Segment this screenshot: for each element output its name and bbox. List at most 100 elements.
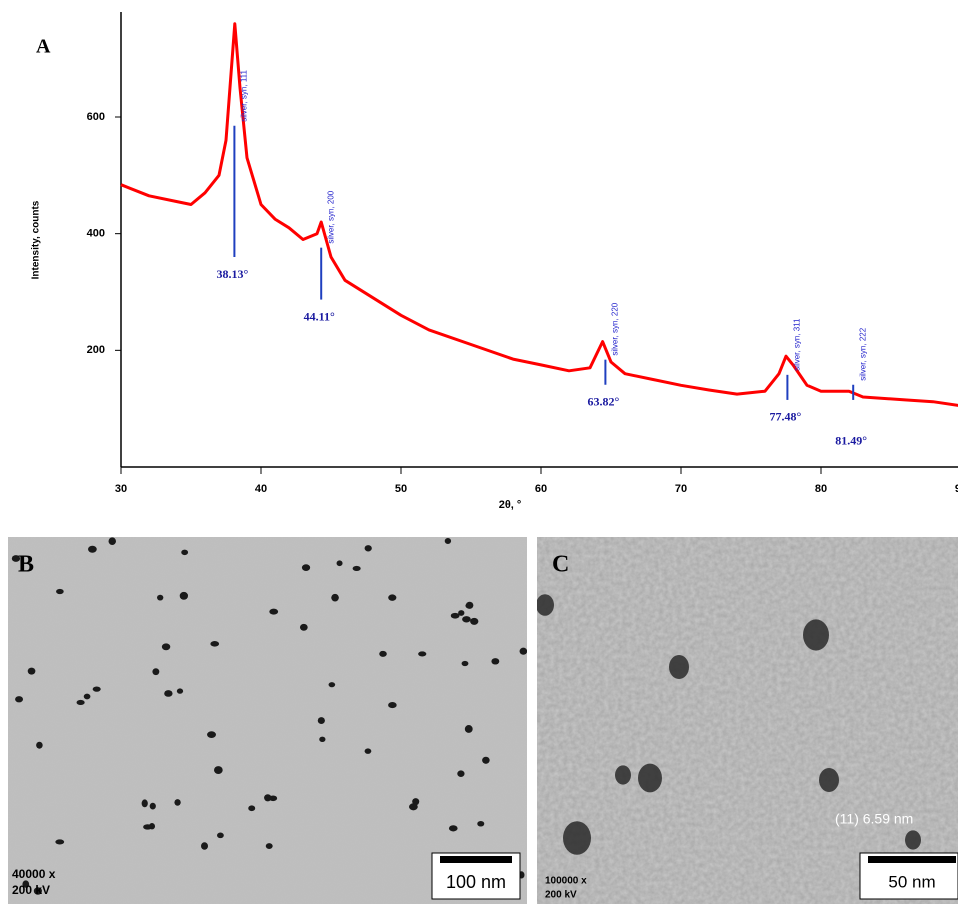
nanoparticle <box>11 555 21 562</box>
tem-image-c <box>537 537 958 904</box>
nanoparticle <box>331 593 339 602</box>
x-tick-label: 40 <box>255 483 267 495</box>
nanoparticle <box>388 594 397 601</box>
y-tick-label: 200 <box>87 344 105 356</box>
nanoparticle <box>108 537 116 546</box>
nanoparticle <box>55 839 65 845</box>
nanoparticle <box>83 693 91 700</box>
nanoparticle <box>418 651 427 657</box>
panel-label: C <box>552 552 569 578</box>
nanoparticle <box>615 765 631 785</box>
nanoparticle <box>207 731 216 739</box>
scale-bar-label: 50 nm <box>888 872 935 891</box>
nanoparticle <box>264 794 272 802</box>
nanoparticle <box>76 699 85 706</box>
tem-noise <box>537 537 958 904</box>
peak-hkl-label: silver, syn, 311 <box>793 318 802 371</box>
nanoparticle <box>265 843 273 849</box>
x-tick-label: 50 <box>395 483 407 495</box>
y-tick-label: 600 <box>87 111 105 123</box>
nanoparticle <box>457 770 465 777</box>
nanoparticle <box>56 588 64 595</box>
peak-angle-label: 38.13° <box>216 267 248 281</box>
nanoparticle <box>27 667 36 675</box>
nanoparticle <box>669 655 689 679</box>
nanoparticle <box>174 799 181 806</box>
magnification: 100000 x <box>545 876 587 887</box>
nanoparticle <box>161 643 171 651</box>
nanoparticle <box>477 820 485 827</box>
nanoparticle <box>458 610 465 616</box>
nanoparticle <box>444 537 452 544</box>
nanoparticle <box>181 549 189 556</box>
nanoparticle <box>217 832 224 839</box>
magnification: 40000 x <box>12 867 56 881</box>
y-tick-label: 400 <box>87 228 105 240</box>
nanoparticle <box>364 748 372 754</box>
nanoparticle <box>638 763 662 793</box>
nanoparticle <box>461 660 469 667</box>
data-line <box>120 22 958 407</box>
x-tick-label: 80 <box>815 483 827 495</box>
x-tick-label: 70 <box>675 483 687 495</box>
peak-hkl-label: silver, syn, 220 <box>611 302 620 355</box>
nanoparticle <box>470 617 479 625</box>
nanoparticle <box>328 682 336 688</box>
nanoparticle <box>157 594 164 601</box>
nanoparticle <box>92 686 101 692</box>
nanoparticle <box>33 887 42 895</box>
nanoparticle <box>299 623 308 631</box>
nanoparticle <box>563 821 591 855</box>
x-tick-label: 90 <box>955 483 958 495</box>
nanoparticle <box>317 717 325 724</box>
panel-label: A <box>36 36 51 58</box>
nanoparticle <box>15 696 24 703</box>
peak-angle-label: 77.48° <box>769 410 801 424</box>
x-axis-label: 2θ, ° <box>499 499 522 511</box>
nanoparticle <box>462 616 471 623</box>
tem-noise <box>8 537 527 904</box>
nanoparticle <box>465 601 474 609</box>
nanoparticle <box>210 641 220 647</box>
voltage: 200 kV <box>12 883 50 897</box>
nanoparticle <box>519 647 527 655</box>
nanoparticle <box>214 766 223 775</box>
nanoparticle <box>319 736 326 743</box>
nanoparticle <box>36 741 43 749</box>
voltage: 200 kV <box>545 890 577 901</box>
nanoparticle <box>269 608 279 615</box>
nanoparticle <box>248 805 256 812</box>
nanoparticle <box>352 565 361 572</box>
measurement: (11) 6.59 nm <box>835 811 913 827</box>
scale-bar <box>440 856 512 863</box>
nanoparticle <box>491 658 500 665</box>
nanoparticle <box>448 825 458 832</box>
nanoparticle <box>379 650 387 657</box>
nanoparticle <box>450 612 460 619</box>
nanoparticle <box>364 545 372 552</box>
panel-label: B <box>18 552 34 578</box>
x-tick-label: 30 <box>115 483 127 495</box>
nanoparticle <box>149 802 156 810</box>
nanoparticle <box>22 880 30 888</box>
nanoparticle <box>905 830 921 850</box>
nanoparticle <box>537 594 554 616</box>
nanoparticle <box>152 668 160 676</box>
peak-hkl-label: silver, syn, 200 <box>326 190 335 243</box>
nanoparticle <box>336 560 343 567</box>
peak-hkl-label: silver, syn, 111 <box>240 69 249 121</box>
nanoparticle <box>803 619 829 651</box>
nanoparticle <box>141 799 148 808</box>
peak-angle-label: 63.82° <box>587 395 619 409</box>
nanoparticle <box>388 701 397 709</box>
nanoparticle <box>464 725 473 733</box>
nanoparticle <box>482 756 490 764</box>
nanoparticle <box>200 842 209 850</box>
nanoparticle <box>179 591 189 600</box>
nanoparticle <box>88 545 97 553</box>
nanoparticle <box>412 798 420 806</box>
x-tick-label: 60 <box>535 483 547 495</box>
nanoparticle <box>301 564 311 572</box>
scale-bar-label: 100 nm <box>446 872 506 892</box>
